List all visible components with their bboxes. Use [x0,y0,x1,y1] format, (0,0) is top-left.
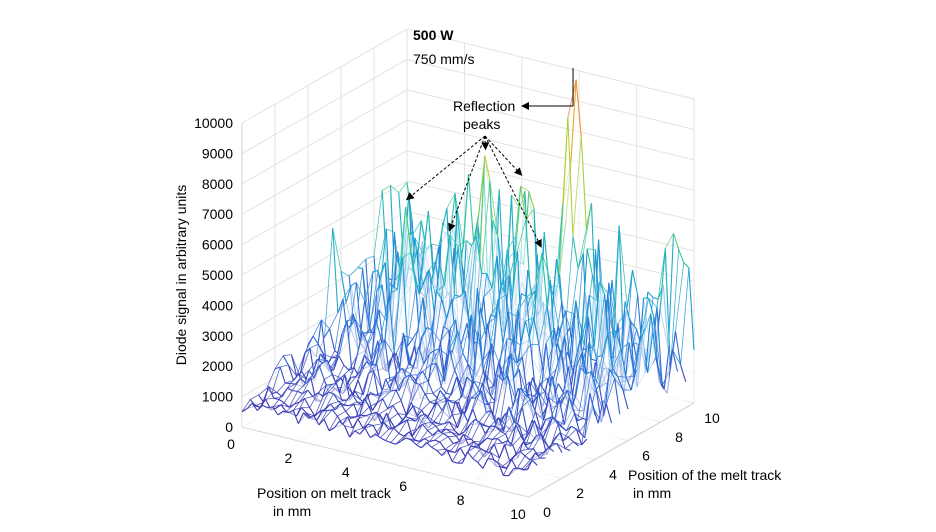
z-tick-label: 3000 [202,328,233,344]
z-tick-label: 8000 [202,176,233,192]
z-tick-label: 5000 [202,267,233,283]
surface-fill [416,445,421,471]
x-axis-label-line1: Position on melt track [257,485,392,501]
y-tick-label: 10 [704,410,720,426]
surface-fill [493,460,498,490]
surface-line [432,244,440,245]
grid-line-z-left [242,90,407,184]
surface-line [349,268,357,277]
surface-line [268,407,273,408]
surface-fill [329,428,334,450]
x-tick-label: 2 [285,450,293,466]
surface-fill [519,468,524,496]
surface-line [325,228,333,337]
x-tick-label: 0 [227,436,235,452]
y-tick-label: 4 [609,466,617,482]
surface-fill [406,438,411,468]
z-tick-label: 1000 [202,389,233,405]
y-tick-label: 0 [543,504,551,520]
z-axis-label: Diode signal in arbitrary units [173,185,189,366]
surface-fill [540,458,545,488]
x-tick-label: 4 [342,464,350,480]
surface-mesh [242,80,694,497]
surface-fill [288,410,293,439]
z-tick-label: 6000 [202,237,233,253]
surface-fill [488,458,493,488]
surface-fill [396,441,401,466]
z-tick-label: 4000 [202,297,233,313]
surface-line [514,468,519,469]
y-axis-label-line2: in mm [633,485,671,501]
surface-line [382,185,390,190]
surface-fill [309,415,314,444]
x-tick-label: 6 [399,478,407,494]
grid-line-z-back [407,120,694,190]
surface-line [290,383,295,384]
surface-fill [283,411,288,438]
reflection-peaks-label-line1: Reflection [453,98,515,114]
surface-fill [452,461,457,479]
peak-arrow [485,136,522,175]
surface-fill [263,405,268,433]
surface-fill [375,434,380,461]
surface-fill [565,449,570,474]
x-tick-label: 10 [510,506,526,522]
grid-line-z-left [242,29,407,123]
surface-fill [514,468,519,494]
z-tick-label: 9000 [202,145,233,161]
surface-fill [524,468,529,497]
y-tick-label: 6 [642,448,650,464]
surface-line [292,391,297,392]
x-tick-label: 8 [457,492,465,508]
surface-fill [380,438,385,462]
surface-line [374,190,382,255]
surface-line [484,404,489,405]
z-tick-label: 10000 [194,115,233,131]
surface-fill [432,447,437,474]
surface-fill [278,411,283,437]
surface-fill [639,329,644,431]
grid-line-z-left [242,59,407,153]
z-tick-label: 0 [225,419,233,435]
grid-line-z-back [407,59,694,129]
surface-line [250,395,258,399]
surface-fill [386,441,391,464]
surface-fill [355,431,360,456]
reflection-peaks-label-line2: peaks [463,116,500,132]
surface-line [366,256,374,259]
surface-fill [391,443,396,465]
x-axis-label-line2: in mm [273,503,311,519]
surface-fill [503,475,508,492]
grid-line-z-back [407,151,694,221]
z-tick-label: 2000 [202,358,233,374]
y-axis-label-line1: Position of the melt track [628,467,782,483]
surface-line [386,229,394,232]
y-tick-label: 8 [675,429,683,445]
surface-fill [268,407,273,435]
surface-fill [457,463,462,481]
surface-line [471,398,476,399]
surface-fill [339,421,344,452]
y-tick-label: 2 [576,485,584,501]
surface-fill [370,434,375,459]
surface-line [283,355,291,356]
grid-line-z-back [407,90,694,160]
z-tick-label: 7000 [202,206,233,222]
surface-line [448,436,456,437]
surface-line [471,446,476,447]
surface-fill [549,448,554,483]
surface-fill [401,438,406,467]
power-annotation: 500 W [413,27,454,43]
surface-line [665,233,673,248]
speed-annotation: 750 mm/s [413,51,474,67]
